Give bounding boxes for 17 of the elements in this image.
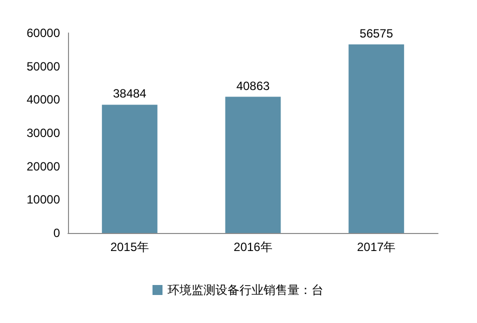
x-tick-label: 2016年 [234, 240, 272, 254]
bar [102, 104, 158, 233]
y-tick-label: 30000 [26, 126, 60, 140]
y-tick-label: 20000 [26, 159, 60, 174]
y-tick-label: 40000 [26, 92, 60, 107]
data-label: 38484 [112, 86, 147, 101]
bar [348, 44, 404, 233]
y-tick-label: 60000 [26, 26, 60, 40]
y-tick-label: 0 [53, 226, 60, 240]
data-label: 40863 [236, 78, 270, 93]
bar [225, 96, 281, 233]
legend-label: 环境监测设备行业销售量：台 [168, 283, 324, 297]
data-label: 56575 [360, 26, 394, 40]
x-tick-label: 2015年 [110, 240, 150, 254]
y-tick-label: 50000 [26, 59, 60, 74]
y-tick-label: 10000 [26, 192, 60, 207]
x-tick-label: 2017年 [356, 240, 396, 254]
